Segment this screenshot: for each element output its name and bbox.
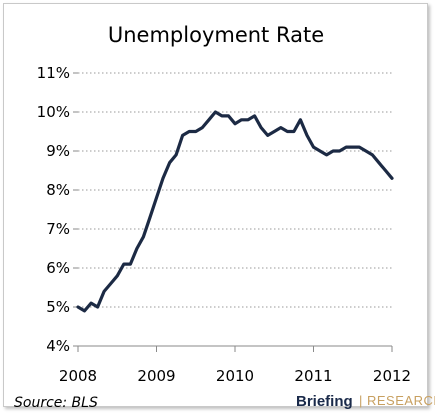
series-line — [76, 110, 394, 313]
brand-logo: Briefing | RESEARCH — [296, 393, 435, 410]
brand-tagline: RESEARCH — [367, 393, 435, 408]
x-tick-label: 2008 — [59, 367, 97, 385]
y-tick-label: 6% — [46, 259, 70, 277]
x-tick-label: 2009 — [137, 367, 175, 385]
y-tick-label: 10% — [37, 103, 70, 121]
x-tick-label: 2010 — [216, 367, 254, 385]
y-tick-label: 8% — [46, 181, 70, 199]
x-axis-ticks: 2008 2009 2010 2011 2012 — [59, 346, 411, 385]
brand-name: Briefing — [296, 393, 353, 410]
y-tick-label: 5% — [46, 298, 70, 316]
y-tick-label: 9% — [46, 142, 70, 160]
brand-divider: | — [359, 393, 363, 408]
grid-lines — [78, 72, 392, 308]
chart-frame — [3, 3, 428, 407]
source-note: Source: BLS — [14, 395, 98, 411]
x-tick-label: 2011 — [294, 367, 332, 385]
y-tick-label: 11% — [37, 64, 70, 82]
x-tick-label: 2012 — [373, 367, 411, 385]
y-tick-label: 4% — [46, 337, 70, 355]
y-tick-label: 7% — [46, 220, 70, 238]
y-axis-ticks: 4% 5% 6% 7% 8% 9% 10% 11% — [37, 64, 78, 355]
chart-title: Unemployment Rate — [108, 23, 324, 47]
